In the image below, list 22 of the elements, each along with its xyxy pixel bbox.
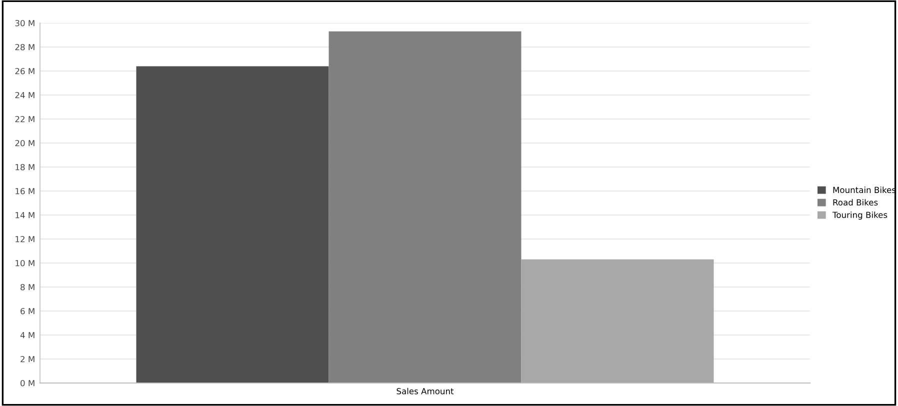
y-tick-label: 0 M xyxy=(20,380,34,386)
legend-label: Touring Bikes xyxy=(832,212,888,220)
y-tick-label: 22 M xyxy=(15,116,34,122)
y-tick-label: 14 M xyxy=(16,212,34,218)
y-tick-label: 2 M xyxy=(20,356,34,362)
y-tick-label: 8 M xyxy=(20,284,34,290)
y-tick-label: 4 M xyxy=(20,332,34,338)
y-tick-label: 18 M xyxy=(16,164,34,170)
y-tick-label: 6 M xyxy=(20,308,34,314)
y-tick-label: 12 M xyxy=(16,236,34,242)
bar xyxy=(136,66,329,383)
bar xyxy=(521,259,714,383)
y-tick-label: 10 M xyxy=(16,260,34,266)
y-tick-label: 24 M xyxy=(15,92,34,98)
y-tick-label: 26 M xyxy=(15,68,34,74)
y-tick-label: 30 M xyxy=(15,20,34,26)
legend-label: Road Bikes xyxy=(833,199,878,206)
y-tick-label: 16 M xyxy=(16,188,34,194)
bar xyxy=(328,31,522,383)
y-tick-label: 28 M xyxy=(15,44,34,50)
y-tick-label: 20 M xyxy=(15,140,34,146)
x-tick-label: Sales Amount xyxy=(396,388,454,394)
